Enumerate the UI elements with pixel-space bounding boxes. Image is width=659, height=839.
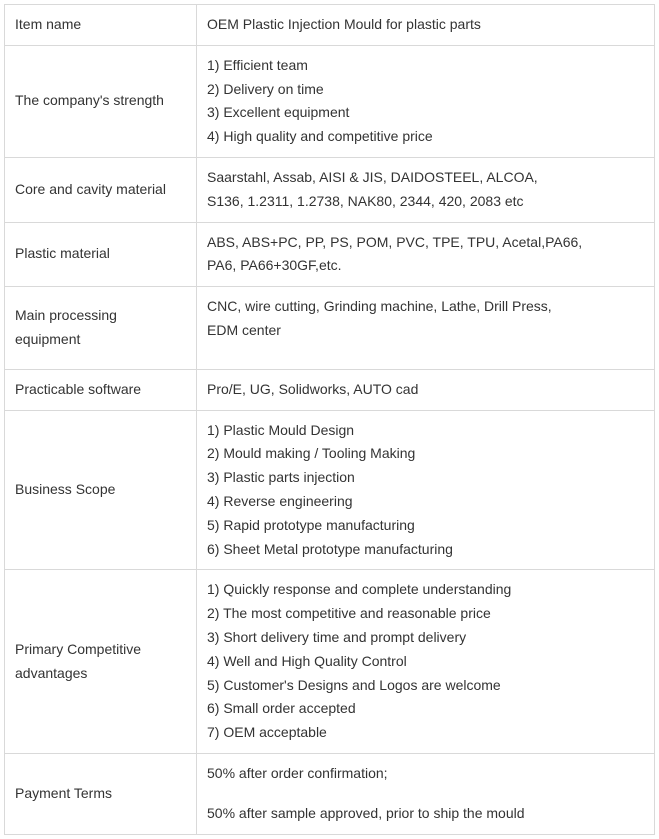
row-label-core-cavity-material: Core and cavity material xyxy=(5,157,197,222)
row-value-line: 50% after sample approved, prior to ship… xyxy=(207,802,644,826)
row-value-line: 4) Well and High Quality Control xyxy=(207,650,644,674)
row-value-line: 50% after order confirmation; xyxy=(207,762,644,786)
table-row: Practicable softwarePro/E, UG, Solidwork… xyxy=(5,369,655,410)
row-value-primary-competitive-advantages: 1) Quickly response and complete underst… xyxy=(197,570,655,754)
table-row: Item nameOEM Plastic Injection Mould for… xyxy=(5,5,655,46)
row-value-line: CNC, wire cutting, Grinding machine, Lat… xyxy=(207,295,644,319)
row-value-line: 4) Reverse engineering xyxy=(207,490,644,514)
row-label-primary-competitive-advantages: Primary Competitive advantages xyxy=(5,570,197,754)
row-value-line: 6) Small order accepted xyxy=(207,697,644,721)
row-label-practicable-software: Practicable software xyxy=(5,369,197,410)
row-value-company-strength: 1) Efficient team2) Delivery on time3) E… xyxy=(197,45,655,157)
row-value-line: Saarstahl, Assab, AISI & JIS, DAIDOSTEEL… xyxy=(207,166,644,190)
row-value-plastic-material: ABS, ABS+PC, PP, PS, POM, PVC, TPE, TPU,… xyxy=(197,222,655,287)
row-value-line: 2) Mould making / Tooling Making xyxy=(207,442,644,466)
table-row: The company's strength1) Efficient team2… xyxy=(5,45,655,157)
row-value-line: 7) OEM acceptable xyxy=(207,721,644,745)
row-value-practicable-software: Pro/E, UG, Solidworks, AUTO cad xyxy=(197,369,655,410)
row-label-company-strength: The company's strength xyxy=(5,45,197,157)
row-value-payment-terms: 50% after order confirmation; 50% after … xyxy=(197,753,655,834)
spec-table-body: Item nameOEM Plastic Injection Mould for… xyxy=(5,5,655,835)
row-value-line: 2) Delivery on time xyxy=(207,78,644,102)
row-value-line: 1) Plastic Mould Design xyxy=(207,419,644,443)
row-label-item-name: Item name xyxy=(5,5,197,46)
row-value-line: 4) High quality and competitive price xyxy=(207,125,644,149)
table-row: Plastic material ABS, ABS+PC, PP, PS, POM… xyxy=(5,222,655,287)
row-value-business-scope: 1) Plastic Mould Design2) Mould making /… xyxy=(197,410,655,570)
table-row: Main processing equipment CNC, wire cutti… xyxy=(5,287,655,370)
row-value-line: PA6, PA66+30GF,etc. xyxy=(207,254,644,278)
table-row: Core and cavity material Saarstahl, Assab… xyxy=(5,157,655,222)
row-value-line: 5) Rapid prototype manufacturing xyxy=(207,514,644,538)
row-value-main-processing-equipment: CNC, wire cutting, Grinding machine, Lat… xyxy=(197,287,655,370)
row-value-line xyxy=(207,786,644,802)
row-value-line: ABS, ABS+PC, PP, PS, POM, PVC, TPE, TPU,… xyxy=(207,231,644,255)
spec-table: Item nameOEM Plastic Injection Mould for… xyxy=(4,4,655,835)
row-value-line: S136, 1.2311, 1.2738, NAK80, 2344, 420, … xyxy=(207,190,644,214)
row-value-line: 5) Customer's Designs and Logos are welc… xyxy=(207,674,644,698)
row-value-line: 6) Sheet Metal prototype manufacturing xyxy=(207,538,644,562)
row-label-business-scope: Business Scope xyxy=(5,410,197,570)
table-row: Payment Terms50% after order confirmatio… xyxy=(5,753,655,834)
row-value-item-name: OEM Plastic Injection Mould for plastic … xyxy=(197,5,655,46)
table-row: Business Scope1) Plastic Mould Design2) … xyxy=(5,410,655,570)
row-value-line: EDM center xyxy=(207,319,644,343)
row-value-line: 3) Excellent equipment xyxy=(207,101,644,125)
row-value-line: 2) The most competitive and reasonable p… xyxy=(207,602,644,626)
row-label-payment-terms: Payment Terms xyxy=(5,753,197,834)
row-value-line: 1) Efficient team xyxy=(207,54,644,78)
row-label-main-processing-equipment: Main processing equipment xyxy=(5,287,197,370)
row-value-line: 3) Plastic parts injection xyxy=(207,466,644,490)
row-value-core-cavity-material: Saarstahl, Assab, AISI & JIS, DAIDOSTEEL… xyxy=(197,157,655,222)
row-value-line: 3) Short delivery time and prompt delive… xyxy=(207,626,644,650)
table-row: Primary Competitive advantages 1) Quickly… xyxy=(5,570,655,754)
row-value-line: 1) Quickly response and complete underst… xyxy=(207,578,644,602)
row-label-plastic-material: Plastic material xyxy=(5,222,197,287)
